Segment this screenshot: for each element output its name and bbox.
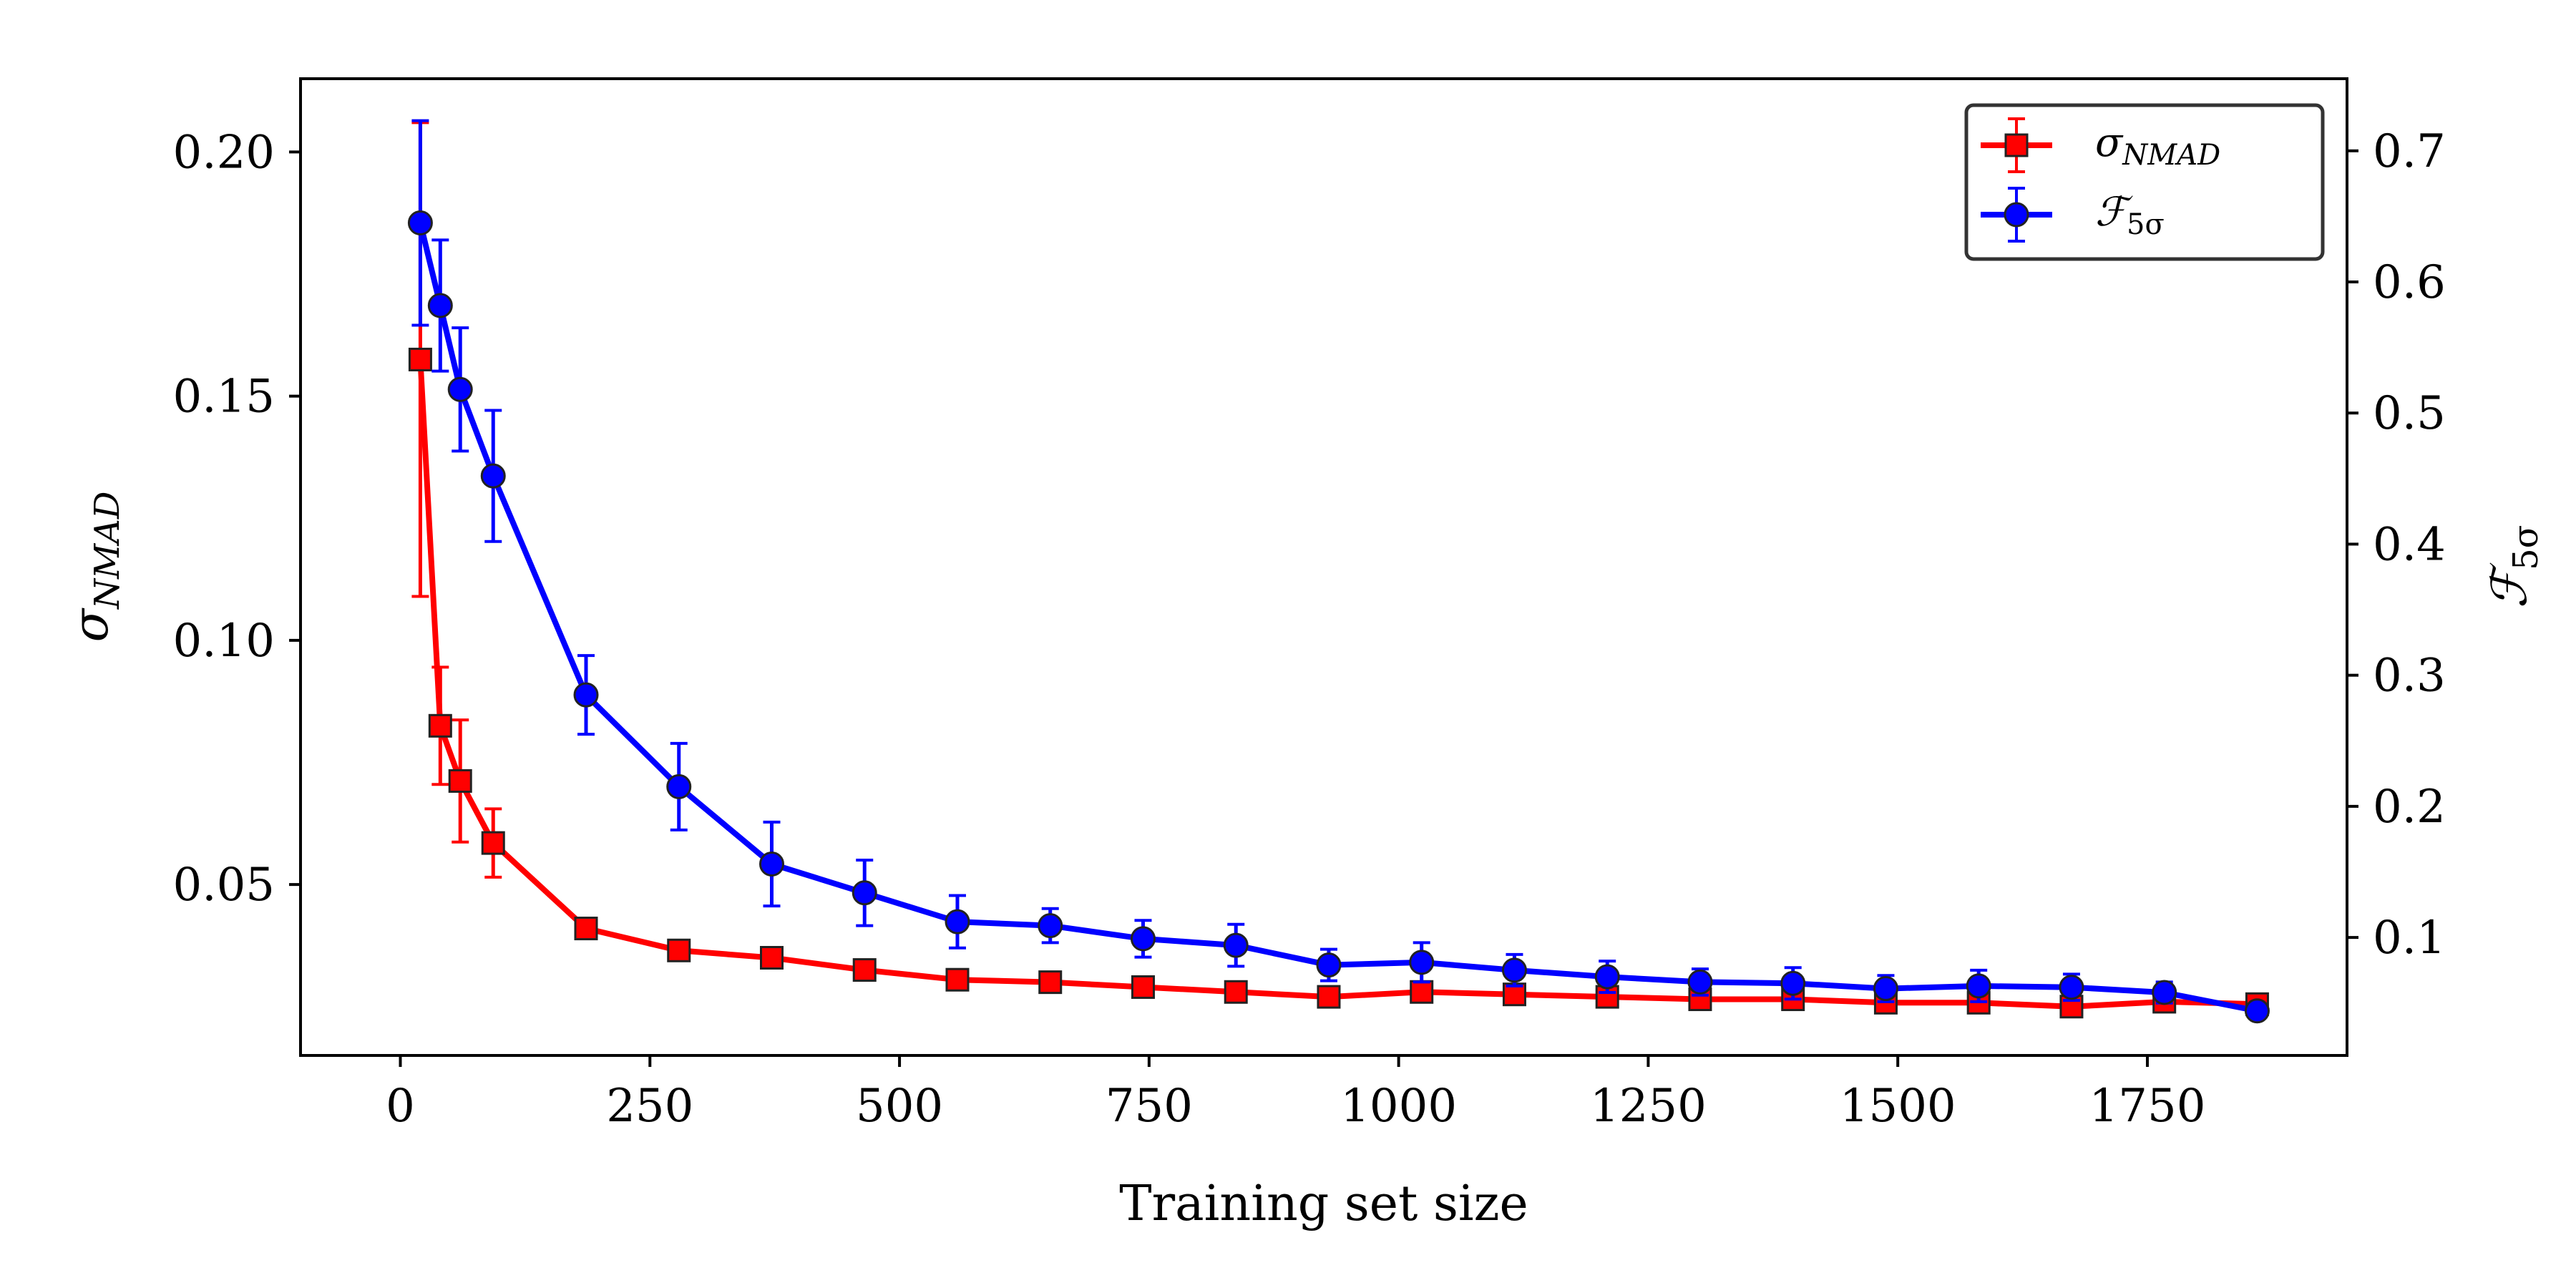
x-axis: 0 250 500 750 1000 1250 1500 1750	[386, 1055, 2205, 1133]
point-f5sigma-17	[1780, 970, 1806, 996]
point-f5sigma-8	[945, 909, 970, 935]
y-left-tick-label-0: 0.05	[173, 859, 275, 912]
point-f5sigma-10	[1130, 926, 1156, 952]
y-right-tick-label-2: 0.3	[2373, 650, 2446, 703]
y-right-tick-label-3: 0.4	[2373, 518, 2446, 571]
point-sigma-nmad-4	[574, 917, 598, 941]
point-f5sigma-9	[1038, 913, 1063, 939]
y-right-tick-label-4: 0.5	[2373, 387, 2446, 440]
point-sigma-nmad-5	[667, 938, 691, 962]
y-left-tick-label-2: 0.15	[173, 371, 275, 424]
point-sigma-nmad-8	[945, 967, 970, 992]
y-right-tick-label-6: 0.7	[2373, 125, 2446, 178]
series-line-sigma-nmad	[417, 359, 2258, 1010]
legend-marker-sigma-nmad	[2004, 133, 2029, 157]
point-f5sigma-21	[2152, 980, 2177, 1005]
point-f5sigma-18	[1873, 976, 1898, 1002]
y-axis-right-label: ℱ5σ	[2482, 525, 2546, 609]
point-f5sigma-3	[480, 463, 506, 489]
point-sigma-nmad-10	[1131, 975, 1155, 999]
point-sigma-nmad-6	[759, 946, 784, 970]
x-tick-label-1750: 1750	[2089, 1080, 2206, 1133]
y-axis-right: 0.1 0.2 0.3 0.4 0.5 0.6 0.7	[2347, 125, 2446, 965]
y-axis-left: 0.05 0.10 0.15 0.20	[173, 126, 301, 912]
series-line-f5sigma	[417, 222, 2258, 1014]
x-tick-label-250: 250	[606, 1080, 693, 1133]
point-sigma-nmad-9	[1038, 970, 1063, 995]
x-tick-label-750: 750	[1106, 1080, 1193, 1133]
legend-label-sigma-nmad-subscript: NMAD	[2122, 139, 2220, 172]
series-f5sigma	[407, 119, 2270, 1024]
point-f5sigma-7	[852, 880, 877, 906]
plot-frame	[299, 77, 2348, 1057]
point-f5sigma-12	[1316, 952, 1342, 978]
point-sigma-nmad-11	[1224, 980, 1248, 1004]
point-f5sigma-6	[758, 851, 784, 877]
point-f5sigma-14	[1501, 957, 1527, 983]
y-axis-left-label-subscript: NMAD	[87, 492, 127, 610]
legend-label-sigma-nmad: σNMAD	[2095, 119, 2220, 172]
legend: σNMAD ℱ5σ	[1964, 103, 2325, 261]
point-f5sigma-0	[407, 210, 433, 236]
x-tick-label-1500: 1500	[1840, 1080, 1956, 1133]
x-axis-label: Training set size	[1119, 1176, 1528, 1232]
point-f5sigma-4	[573, 682, 599, 708]
y-right-tick-label-0: 0.1	[2373, 912, 2446, 965]
x-tick-label-500: 500	[856, 1080, 943, 1133]
point-sigma-nmad-3	[481, 831, 505, 855]
legend-entry-sigma-nmad: σNMAD	[1981, 117, 2220, 173]
point-f5sigma-2	[447, 376, 473, 402]
y-left-tick-label-3: 0.20	[173, 126, 275, 179]
legend-frame	[1964, 103, 2325, 261]
point-sigma-nmad-2	[448, 769, 472, 793]
point-sigma-nmad-7	[852, 958, 877, 982]
point-f5sigma-1	[427, 293, 453, 318]
point-f5sigma-5	[666, 774, 692, 799]
point-f5sigma-19	[1966, 973, 1991, 999]
point-f5sigma-20	[2059, 975, 2084, 1000]
y-axis-left-label-symbol: σ	[63, 608, 119, 642]
point-f5sigma-13	[1409, 950, 1435, 975]
point-f5sigma-22	[2244, 998, 2270, 1024]
x-tick-label-1000: 1000	[1340, 1080, 1457, 1133]
y-right-tick-label-5: 0.6	[2373, 256, 2446, 309]
y-left-tick-label-1: 0.10	[173, 615, 275, 668]
point-f5sigma-15	[1594, 964, 1620, 990]
x-tick-label-1250: 1250	[1590, 1080, 1707, 1133]
point-sigma-nmad-13	[1410, 980, 1434, 1004]
point-f5sigma-16	[1687, 969, 1713, 995]
y-right-tick-label-1: 0.2	[2373, 781, 2446, 834]
y-axis-right-label-subscript: 5σ	[2506, 525, 2546, 570]
point-f5sigma-11	[1223, 932, 1249, 958]
legend-marker-f5sigma	[2004, 202, 2029, 228]
legend-label-sigma-nmad-symbol: σ	[2095, 119, 2124, 166]
point-sigma-nmad-0	[408, 347, 432, 371]
point-sigma-nmad-1	[428, 713, 452, 738]
legend-label-f5sigma-subscript: 5σ	[2127, 208, 2165, 241]
plot-area	[407, 119, 2270, 1024]
x-tick-label-0: 0	[386, 1080, 415, 1133]
y-axis-left-label: σNMAD	[63, 492, 127, 643]
point-sigma-nmad-12	[1317, 985, 1341, 1009]
